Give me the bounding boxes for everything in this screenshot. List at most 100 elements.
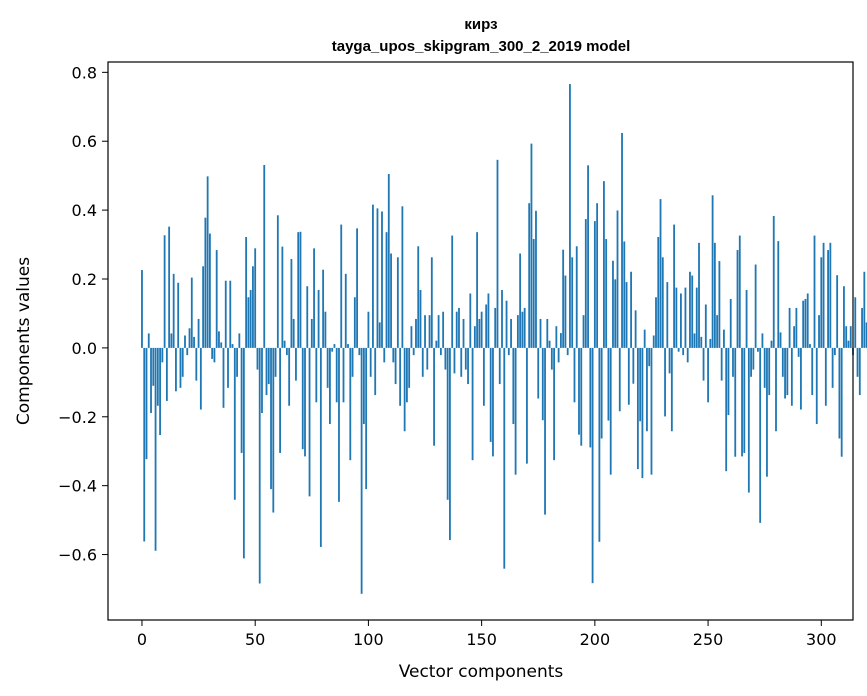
bar	[533, 239, 535, 348]
bar	[202, 266, 204, 348]
bar	[605, 239, 607, 348]
bar	[526, 348, 528, 464]
bar	[750, 348, 752, 377]
bar	[349, 348, 351, 460]
bar	[583, 315, 585, 348]
bar	[863, 272, 865, 348]
bar	[655, 297, 657, 348]
bar	[503, 348, 505, 569]
bar	[175, 348, 177, 391]
bar	[809, 344, 811, 348]
bar	[277, 215, 279, 348]
bar	[171, 333, 173, 347]
bar	[223, 348, 225, 408]
bar	[635, 310, 637, 348]
chart-title: кирз	[464, 16, 497, 33]
bar	[531, 144, 533, 348]
bar	[322, 270, 324, 348]
bar	[784, 348, 786, 399]
bar	[159, 348, 161, 435]
bar	[309, 348, 311, 496]
bar	[492, 348, 494, 457]
bar	[845, 326, 847, 348]
bar	[318, 290, 320, 348]
bar	[793, 326, 795, 348]
bar	[818, 315, 820, 348]
bar	[311, 319, 313, 348]
bar	[811, 348, 813, 395]
bar	[829, 243, 831, 348]
bar	[696, 288, 698, 348]
bar	[447, 348, 449, 500]
bar	[718, 261, 720, 348]
bar	[506, 301, 508, 348]
bar	[786, 348, 788, 395]
bar	[798, 348, 800, 357]
bar	[433, 348, 435, 446]
bar	[429, 315, 431, 348]
bar	[295, 348, 297, 381]
bar	[417, 246, 419, 348]
bar	[422, 348, 424, 377]
bar	[836, 275, 838, 348]
bar	[537, 348, 539, 399]
bar	[660, 199, 662, 348]
bar	[180, 348, 182, 388]
bar	[347, 344, 349, 348]
bar	[238, 333, 240, 347]
bar	[725, 348, 727, 471]
bar	[630, 272, 632, 348]
bar	[691, 276, 693, 348]
bar	[291, 259, 293, 348]
bar	[207, 176, 209, 348]
bar	[390, 254, 392, 348]
bar	[168, 227, 170, 348]
bar	[173, 274, 175, 348]
bar	[399, 348, 401, 406]
bar	[469, 293, 471, 347]
bar	[775, 348, 777, 431]
bar	[741, 348, 743, 457]
bar	[544, 348, 546, 515]
bar	[345, 274, 347, 348]
bar	[626, 282, 628, 348]
bar	[612, 261, 614, 348]
bar	[662, 257, 664, 348]
bar	[689, 272, 691, 348]
bar	[680, 293, 682, 347]
bar	[768, 348, 770, 395]
bar	[535, 211, 537, 348]
bar	[259, 348, 261, 584]
bar	[474, 326, 476, 348]
bar	[146, 348, 148, 459]
bar	[379, 322, 381, 347]
bar	[669, 348, 671, 373]
bar	[707, 348, 709, 402]
x-tick-label: 300	[806, 630, 837, 649]
bar	[791, 348, 793, 406]
bar	[592, 348, 594, 583]
bar	[211, 348, 213, 359]
y-tick-label: 0.2	[72, 270, 97, 289]
bar	[284, 341, 286, 348]
chart-subtitle: tayga_upos_skipgram_300_2_2019 model	[332, 38, 631, 55]
bar	[555, 326, 557, 348]
bar	[449, 348, 451, 540]
bar	[621, 133, 623, 348]
x-tick-label: 100	[353, 630, 384, 649]
y-tick-label: 0.6	[72, 132, 97, 151]
bar	[558, 348, 560, 362]
bar	[594, 221, 596, 348]
bar	[542, 348, 544, 420]
bar	[245, 237, 247, 348]
bar	[363, 348, 365, 424]
bar	[832, 348, 834, 388]
bar	[823, 243, 825, 348]
bar	[782, 348, 784, 377]
bar	[512, 348, 514, 424]
bar	[576, 246, 578, 348]
bar	[549, 341, 551, 348]
bar	[546, 319, 548, 348]
bar	[499, 348, 501, 384]
bar	[343, 348, 345, 402]
